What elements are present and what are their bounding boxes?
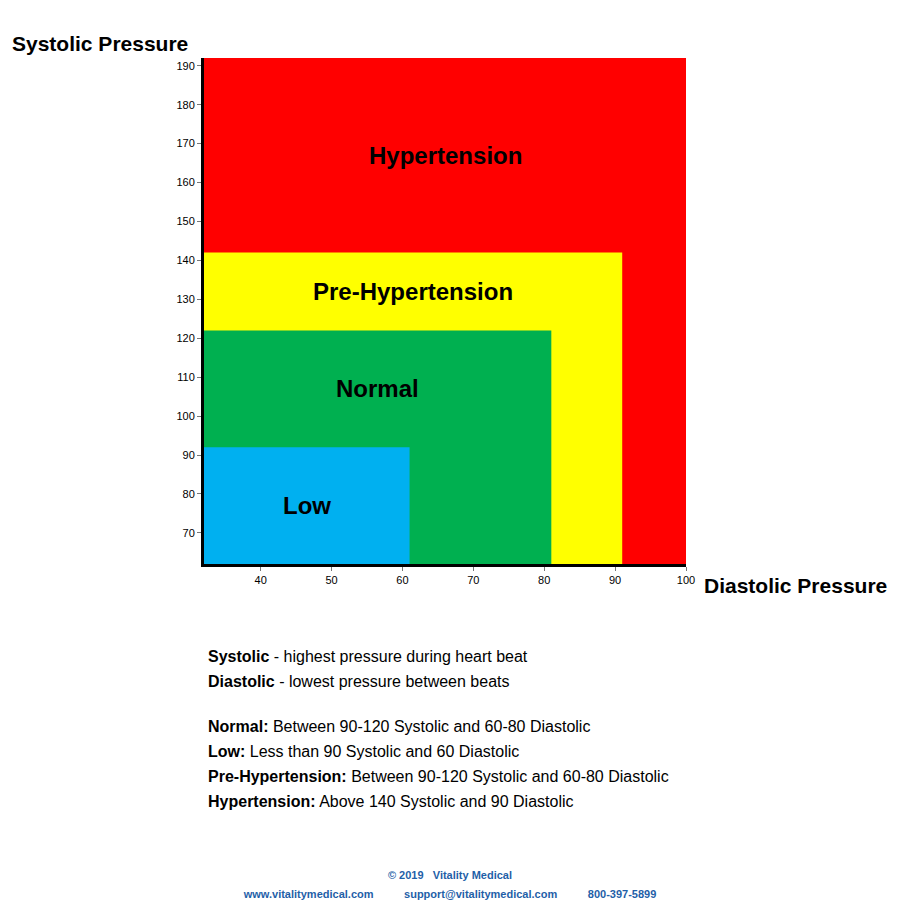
svg-text:100: 100: [176, 410, 194, 422]
html-text:Systolic - highest pressure du: Systolic - highest pressure during heart…: [208, 648, 528, 665]
svg-text:160: 160: [176, 176, 194, 188]
svg-text:100: 100: [677, 574, 695, 586]
svg-text:90: 90: [609, 574, 621, 586]
svg-text:50: 50: [325, 574, 337, 586]
html-text:Hypertension: Above 140 Systol: Hypertension: Above 140 Systolic and 90 …: [208, 793, 574, 810]
svg-text:Pre-Hypertension: Pre-Hypertension: [313, 278, 513, 305]
html-text:Pre-Hypertension: Between 90-1: Pre-Hypertension: Between 90-120 Systoli…: [208, 768, 669, 785]
svg-text:180: 180: [176, 99, 194, 111]
svg-text:140: 140: [176, 254, 194, 266]
html-text:Low: Less than 90 Systolic and: Low: Less than 90 Systolic and 60 Diasto…: [208, 743, 520, 760]
svg-text:Systolic Pressure: Systolic Pressure: [12, 32, 188, 55]
svg-text:110: 110: [177, 371, 195, 383]
html-text:www.vitalitymedical.com suppor: www.vitalitymedical.com support@vitality…: [243, 888, 657, 900]
svg-text:40: 40: [255, 574, 267, 586]
svg-text:70: 70: [467, 574, 479, 586]
svg-text:190: 190: [176, 60, 194, 72]
svg-text:Normal: Normal: [336, 375, 419, 402]
svg-text:130: 130: [176, 293, 194, 305]
html-text:© 2019 Vitality Medical: © 2019 Vitality Medical: [388, 869, 512, 881]
svg-text:80: 80: [538, 574, 550, 586]
html-text:Diastolic - lowest pressure be: Diastolic - lowest pressure between beat…: [208, 673, 510, 690]
svg-text:Low: Low: [283, 492, 331, 519]
svg-text:90: 90: [183, 449, 195, 461]
svg-text:70: 70: [183, 527, 195, 539]
svg-text:170: 170: [176, 137, 194, 149]
html-text:Normal: Between 90-120 Systoli: Normal: Between 90-120 Systolic and 60-8…: [208, 718, 591, 735]
svg-text:150: 150: [176, 215, 194, 227]
svg-text:Hypertension: Hypertension: [369, 142, 522, 169]
svg-text:80: 80: [183, 488, 195, 500]
svg-text:60: 60: [396, 574, 408, 586]
svg-text:Diastolic Pressure: Diastolic Pressure: [704, 574, 887, 597]
svg-text:120: 120: [176, 332, 194, 344]
